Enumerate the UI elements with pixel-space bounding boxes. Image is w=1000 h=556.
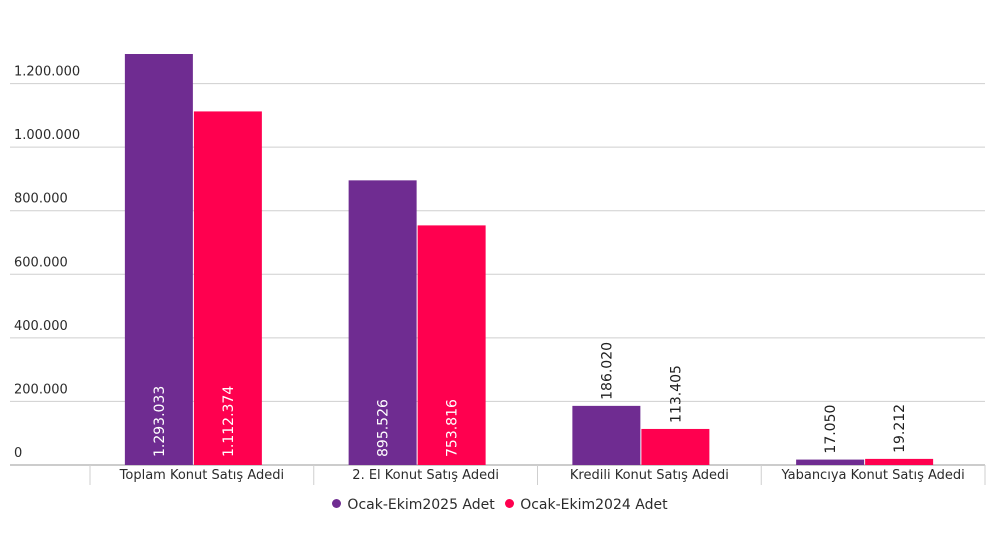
y-tick-label: 800.000	[14, 192, 68, 207]
data-label: 19.212	[892, 404, 908, 453]
legend-swatch-2024	[505, 499, 515, 508]
y-tick-label: 600.000	[14, 255, 68, 270]
x-category-label: Kredili Konut Satış Adedi	[570, 468, 729, 483]
bar	[865, 458, 934, 465]
legend-item-2024[interactable]: Ocak-Ekim2024 Adet	[505, 497, 668, 513]
x-category-label: Toplam Konut Satış Adedi	[119, 468, 284, 483]
legend-label-2024: Ocak-Ekim2024 Adet	[520, 497, 668, 513]
x-category-label: Yabancıya Konut Satış Adedi	[780, 468, 964, 483]
y-tick-label: 1.000.000	[14, 128, 80, 143]
legend-label-2025: Ocak-Ekim2025 Adet	[347, 497, 495, 513]
legend-swatch-2025	[332, 499, 342, 508]
y-tick-label: 1.200.000	[14, 65, 80, 80]
y-tick-label: 400.000	[14, 319, 68, 334]
data-label: 753.816	[445, 399, 461, 457]
bar	[348, 180, 417, 466]
data-label: 1.112.374	[221, 386, 237, 457]
data-label: 186.020	[599, 342, 615, 400]
bar	[193, 111, 262, 465]
bar	[124, 54, 193, 466]
legend: Ocak-Ekim2025 Adet Ocak-Ekim2024 Adet	[0, 497, 1000, 513]
x-category-label: 2. El Konut Satış Adedi	[352, 468, 499, 483]
y-tick-label: 0	[14, 446, 22, 461]
bar	[641, 428, 710, 465]
data-label: 17.050	[823, 405, 839, 454]
data-label: 895.526	[376, 399, 392, 457]
bar	[572, 405, 641, 465]
legend-item-2025[interactable]: Ocak-Ekim2025 Adet	[332, 497, 495, 513]
y-tick-label: 200.000	[14, 382, 68, 397]
bar	[796, 459, 865, 465]
data-label: 1.293.033	[152, 386, 168, 457]
data-label: 113.405	[668, 365, 684, 423]
bar	[417, 225, 486, 465]
